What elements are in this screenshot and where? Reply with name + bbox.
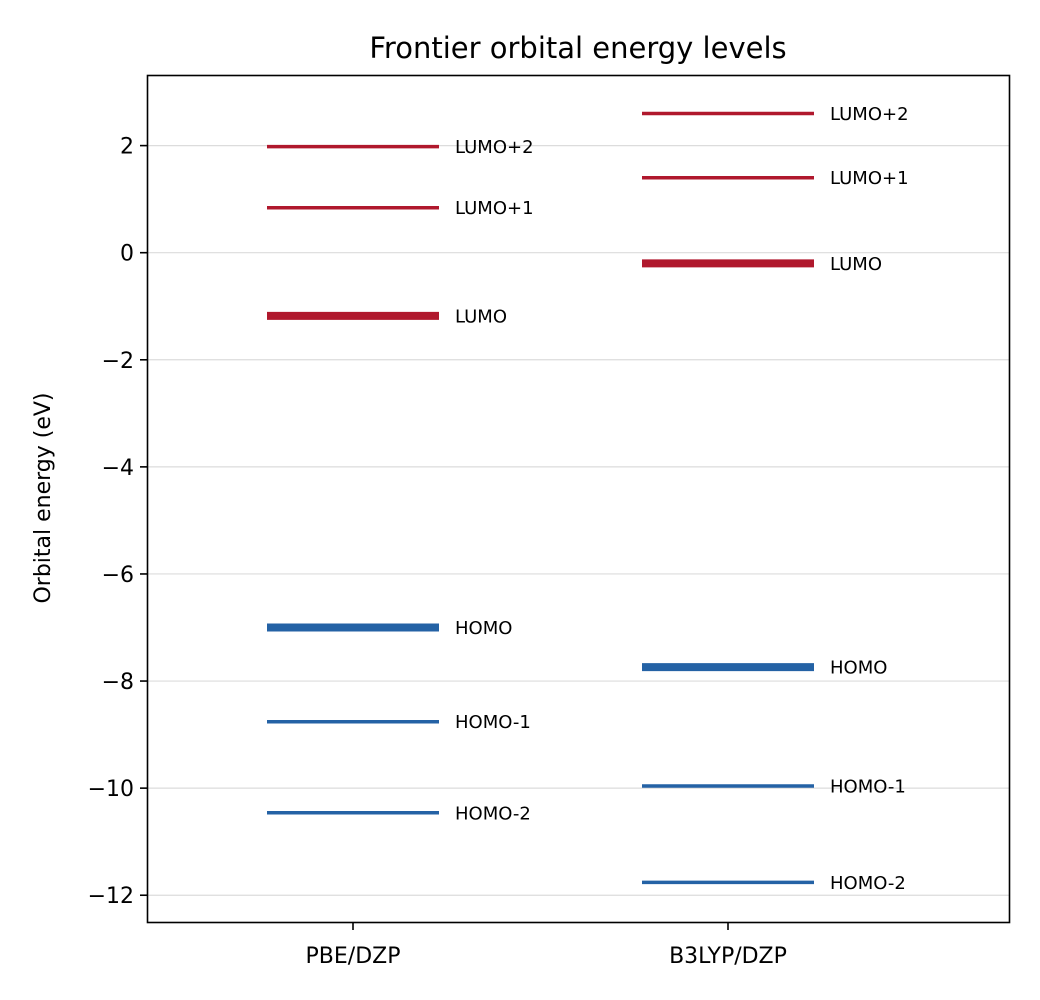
grid-lines — [148, 145, 1009, 896]
y-tick-label: −4 — [102, 456, 134, 481]
level-label: HOMO — [455, 618, 512, 639]
x-tick-label: B3LYP/DZP — [669, 944, 787, 969]
level-label: LUMO — [830, 254, 882, 275]
level-label: LUMO+1 — [455, 198, 534, 219]
level-label: LUMO+1 — [830, 168, 909, 189]
level-label: HOMO-2 — [830, 873, 906, 894]
y-tick-label: 0 — [120, 242, 134, 267]
level-label: LUMO+2 — [455, 137, 534, 158]
x-axis-ticks: PBE/DZP B3LYP/DZP — [306, 922, 787, 969]
y-tick-label: −6 — [102, 563, 134, 588]
level-label: HOMO-1 — [455, 712, 531, 733]
level-label: LUMO+2 — [830, 104, 909, 125]
level-labels: LUMO+2 LUMO+1 LUMO HOMO HOMO-1 HOMO-2 LUMO+2 LU… — [455, 104, 909, 894]
level-label: LUMO — [455, 306, 507, 327]
y-axis-ticks: 2 0 −2 −4 −6 −8 −10 −12 — [88, 135, 148, 909]
x-tick-label: PBE/DZP — [306, 944, 401, 969]
level-label: HOMO-2 — [455, 803, 531, 824]
level-label: HOMO — [830, 658, 887, 679]
y-axis-label: Orbital energy (eV) — [31, 392, 56, 603]
chart-title: Frontier orbital energy levels — [369, 31, 786, 65]
level-label: HOMO-1 — [830, 776, 906, 797]
plot-frame — [146, 74, 1011, 924]
energy-levels — [267, 111, 814, 885]
y-tick-label: −10 — [88, 777, 134, 802]
y-tick-label: −8 — [102, 670, 134, 695]
y-tick-label: 2 — [120, 135, 134, 160]
y-tick-label: −2 — [102, 349, 134, 374]
y-tick-label: −12 — [88, 884, 134, 909]
